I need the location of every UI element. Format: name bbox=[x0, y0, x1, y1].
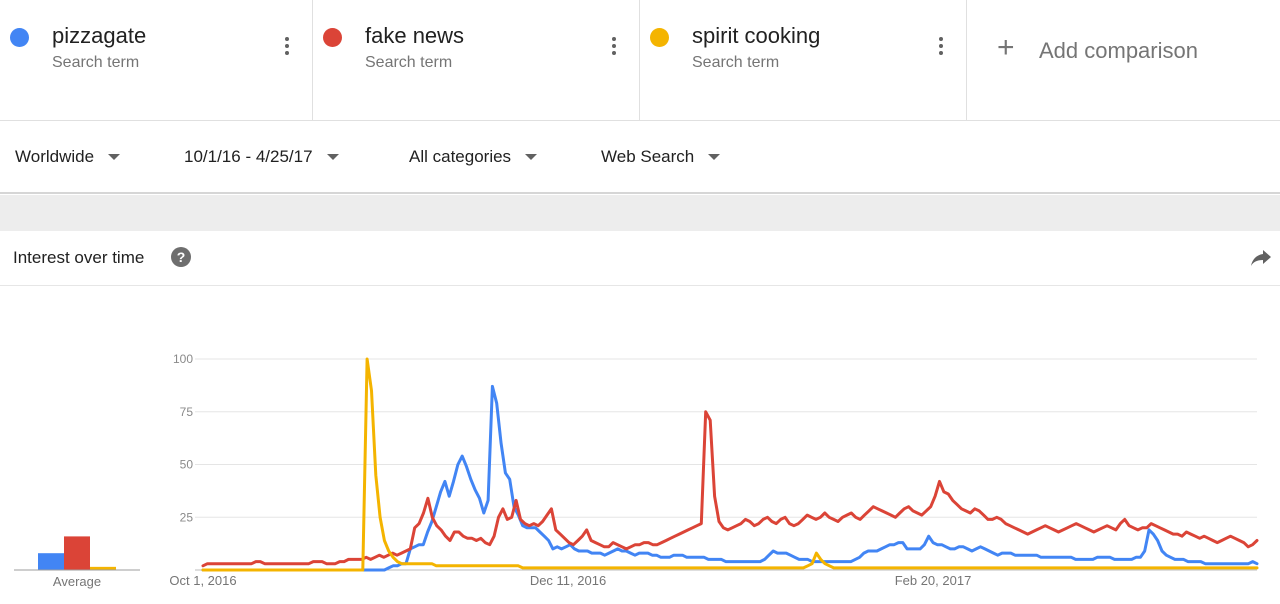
chart-grid: 25 50 75 100 bbox=[173, 352, 1257, 571]
x-tick-label: Oct 1, 2016 bbox=[169, 573, 236, 588]
add-comparison-label: Add comparison bbox=[1039, 38, 1198, 63]
series-line-spirit-cooking bbox=[201, 357, 1259, 572]
term-card-spirit-cooking[interactable]: spirit cooking Search term bbox=[640, 0, 967, 121]
more-vert-icon[interactable] bbox=[611, 37, 617, 57]
panel-title: Interest over time bbox=[13, 248, 145, 267]
help-icon[interactable]: ? bbox=[171, 247, 191, 267]
y-tick-label: 50 bbox=[180, 458, 194, 472]
date-range-value: 10/1/16 - 4/25/17 bbox=[184, 147, 313, 166]
add-comparison-button[interactable]: + Add comparison bbox=[967, 0, 1280, 120]
search-type-dropdown[interactable]: Web Search bbox=[601, 147, 721, 167]
term-name[interactable]: spirit cooking bbox=[692, 23, 821, 48]
filter-bar: Worldwide 10/1/16 - 4/25/17 All categori… bbox=[0, 121, 1280, 194]
x-tick-label: Dec 11, 2016 bbox=[530, 573, 606, 588]
share-icon[interactable] bbox=[1250, 248, 1272, 268]
caret-down-icon bbox=[326, 154, 339, 160]
average-bar bbox=[90, 566, 116, 570]
search-type-value: Web Search bbox=[601, 147, 695, 166]
color-dot-icon bbox=[323, 28, 342, 47]
plus-icon: + bbox=[997, 31, 1015, 64]
caret-down-icon bbox=[525, 154, 538, 160]
category-value: All categories bbox=[409, 147, 512, 166]
category-dropdown[interactable]: All categories bbox=[409, 147, 538, 167]
term-type: Search term bbox=[692, 54, 780, 71]
interest-chart: 25 50 75 100 Average Oct 1, 2016 Dec 11, 201… bbox=[14, 352, 1259, 589]
series-line-pizzagate bbox=[201, 384, 1259, 572]
color-dot-icon bbox=[10, 28, 29, 47]
average-bar bbox=[38, 553, 64, 570]
term-card-pizzagate[interactable]: pizzagate Search term bbox=[0, 0, 313, 121]
term-name[interactable]: pizzagate bbox=[52, 23, 147, 48]
region-dropdown[interactable]: Worldwide bbox=[15, 147, 121, 167]
x-axis-labels: Oct 1, 2016 Dec 11, 2016 Feb 20, 2017 bbox=[169, 573, 971, 588]
region-value: Worldwide bbox=[15, 147, 95, 166]
term-name[interactable]: fake news bbox=[365, 23, 465, 48]
y-tick-label: 100 bbox=[173, 352, 193, 366]
interest-over-time-header: Interest over time ? bbox=[0, 231, 1280, 286]
caret-down-icon bbox=[708, 154, 721, 160]
y-tick-label: 25 bbox=[180, 510, 194, 524]
term-card-fake-news[interactable]: fake news Search term bbox=[313, 0, 640, 121]
y-tick-label: 75 bbox=[180, 405, 194, 419]
more-vert-icon[interactable] bbox=[284, 37, 290, 57]
caret-down-icon bbox=[108, 154, 121, 160]
more-vert-icon[interactable] bbox=[938, 37, 944, 57]
color-dot-icon bbox=[650, 28, 669, 47]
search-terms-bar: pizzagate Search term fake news Search t… bbox=[0, 0, 1280, 121]
series-line-fake-news bbox=[201, 410, 1259, 568]
term-type: Search term bbox=[365, 54, 453, 71]
date-range-dropdown[interactable]: 10/1/16 - 4/25/17 bbox=[184, 147, 339, 167]
chart-lines bbox=[201, 357, 1259, 572]
section-divider bbox=[0, 195, 1280, 231]
average-bars: Average bbox=[14, 536, 140, 589]
average-label: Average bbox=[53, 574, 101, 589]
x-tick-label: Feb 20, 2017 bbox=[895, 573, 972, 588]
term-type: Search term bbox=[52, 54, 140, 71]
average-bar bbox=[64, 536, 90, 570]
